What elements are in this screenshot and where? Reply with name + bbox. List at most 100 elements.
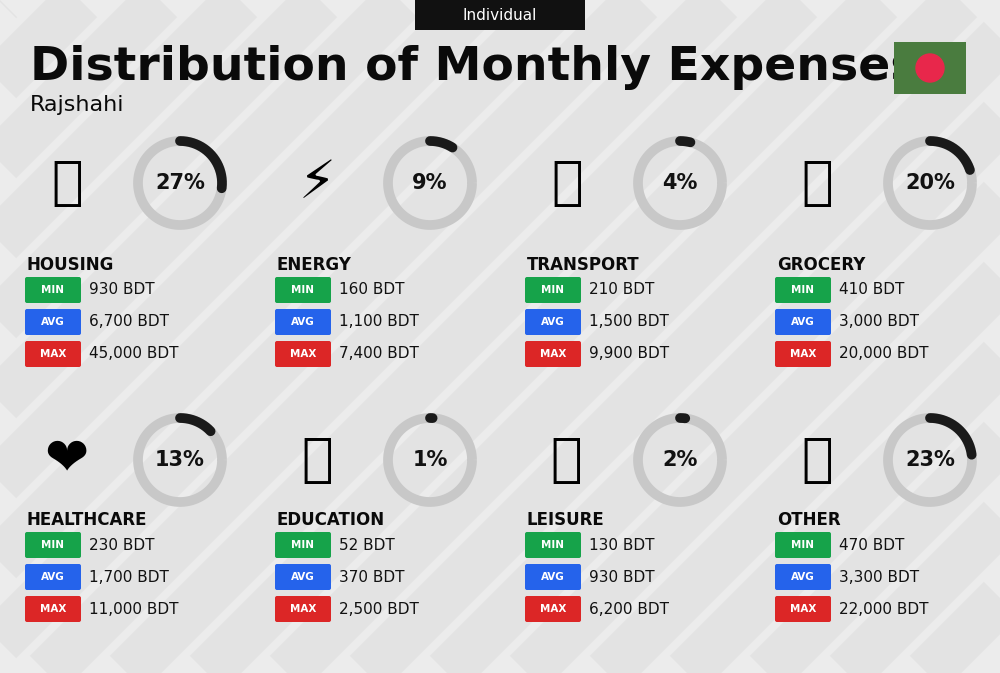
FancyBboxPatch shape xyxy=(775,564,831,590)
Text: 1,700 BDT: 1,700 BDT xyxy=(89,569,169,584)
Text: 🚌: 🚌 xyxy=(551,157,583,209)
Text: TRANSPORT: TRANSPORT xyxy=(527,256,640,274)
FancyBboxPatch shape xyxy=(775,277,831,303)
Text: 3,000 BDT: 3,000 BDT xyxy=(839,314,919,330)
Text: MIN: MIN xyxy=(542,540,564,550)
Text: 7,400 BDT: 7,400 BDT xyxy=(339,347,419,361)
FancyBboxPatch shape xyxy=(275,309,331,335)
FancyBboxPatch shape xyxy=(275,277,331,303)
Text: 🛒: 🛒 xyxy=(801,157,833,209)
Text: 9%: 9% xyxy=(412,173,448,193)
Text: AVG: AVG xyxy=(291,572,315,582)
FancyBboxPatch shape xyxy=(525,277,581,303)
FancyBboxPatch shape xyxy=(775,596,831,622)
Text: AVG: AVG xyxy=(791,572,815,582)
Text: 230 BDT: 230 BDT xyxy=(89,538,154,553)
Text: 410 BDT: 410 BDT xyxy=(839,283,904,297)
Text: AVG: AVG xyxy=(541,317,565,327)
FancyBboxPatch shape xyxy=(275,596,331,622)
Text: MAX: MAX xyxy=(540,604,566,614)
Text: 1%: 1% xyxy=(412,450,448,470)
Text: MIN: MIN xyxy=(292,540,314,550)
FancyBboxPatch shape xyxy=(525,564,581,590)
FancyBboxPatch shape xyxy=(25,596,81,622)
Text: 930 BDT: 930 BDT xyxy=(589,569,655,584)
FancyBboxPatch shape xyxy=(525,309,581,335)
Text: 160 BDT: 160 BDT xyxy=(339,283,404,297)
Text: 20,000 BDT: 20,000 BDT xyxy=(839,347,928,361)
Text: 11,000 BDT: 11,000 BDT xyxy=(89,602,178,616)
Text: 🛍️: 🛍️ xyxy=(551,434,583,486)
Text: 👜: 👜 xyxy=(801,434,833,486)
Text: AVG: AVG xyxy=(41,317,65,327)
Text: 4%: 4% xyxy=(662,173,698,193)
FancyBboxPatch shape xyxy=(275,532,331,558)
Text: 20%: 20% xyxy=(905,173,955,193)
FancyBboxPatch shape xyxy=(25,564,81,590)
Text: MIN: MIN xyxy=(792,540,814,550)
FancyBboxPatch shape xyxy=(525,596,581,622)
Text: 9,900 BDT: 9,900 BDT xyxy=(589,347,669,361)
Text: MAX: MAX xyxy=(290,349,316,359)
FancyBboxPatch shape xyxy=(275,341,331,367)
Text: 🏢: 🏢 xyxy=(51,157,83,209)
Text: GROCERY: GROCERY xyxy=(777,256,865,274)
Text: 1,100 BDT: 1,100 BDT xyxy=(339,314,419,330)
Text: HOUSING: HOUSING xyxy=(27,256,114,274)
FancyBboxPatch shape xyxy=(415,0,585,30)
Text: 2%: 2% xyxy=(662,450,698,470)
FancyBboxPatch shape xyxy=(525,532,581,558)
Text: 2,500 BDT: 2,500 BDT xyxy=(339,602,419,616)
Text: 🎓: 🎓 xyxy=(301,434,333,486)
FancyBboxPatch shape xyxy=(275,564,331,590)
FancyBboxPatch shape xyxy=(25,309,81,335)
FancyBboxPatch shape xyxy=(25,277,81,303)
Text: AVG: AVG xyxy=(291,317,315,327)
Text: AVG: AVG xyxy=(41,572,65,582)
Text: ENERGY: ENERGY xyxy=(277,256,352,274)
Text: AVG: AVG xyxy=(791,317,815,327)
FancyBboxPatch shape xyxy=(525,341,581,367)
Text: LEISURE: LEISURE xyxy=(527,511,605,529)
Text: MIN: MIN xyxy=(42,285,64,295)
Text: 22,000 BDT: 22,000 BDT xyxy=(839,602,928,616)
Text: 130 BDT: 130 BDT xyxy=(589,538,654,553)
Text: MAX: MAX xyxy=(290,604,316,614)
Text: EDUCATION: EDUCATION xyxy=(277,511,385,529)
Text: OTHER: OTHER xyxy=(777,511,841,529)
FancyBboxPatch shape xyxy=(894,42,966,94)
Text: 370 BDT: 370 BDT xyxy=(339,569,404,584)
Text: MAX: MAX xyxy=(40,349,66,359)
Text: MIN: MIN xyxy=(42,540,64,550)
Text: Rajshahi: Rajshahi xyxy=(30,95,124,115)
FancyBboxPatch shape xyxy=(775,532,831,558)
Text: 6,200 BDT: 6,200 BDT xyxy=(589,602,669,616)
Text: 27%: 27% xyxy=(155,173,205,193)
Text: 52 BDT: 52 BDT xyxy=(339,538,395,553)
Text: AVG: AVG xyxy=(541,572,565,582)
Text: 13%: 13% xyxy=(155,450,205,470)
Text: 23%: 23% xyxy=(905,450,955,470)
FancyBboxPatch shape xyxy=(25,532,81,558)
FancyBboxPatch shape xyxy=(775,341,831,367)
Text: 3,300 BDT: 3,300 BDT xyxy=(839,569,919,584)
Text: 6,700 BDT: 6,700 BDT xyxy=(89,314,169,330)
Text: 1,500 BDT: 1,500 BDT xyxy=(589,314,669,330)
Text: 45,000 BDT: 45,000 BDT xyxy=(89,347,178,361)
Text: 930 BDT: 930 BDT xyxy=(89,283,155,297)
Text: MIN: MIN xyxy=(292,285,314,295)
Text: Distribution of Monthly Expenses: Distribution of Monthly Expenses xyxy=(30,46,918,90)
Text: 470 BDT: 470 BDT xyxy=(839,538,904,553)
Text: MAX: MAX xyxy=(40,604,66,614)
Text: MIN: MIN xyxy=(542,285,564,295)
Text: ❤️: ❤️ xyxy=(45,434,89,486)
Text: 210 BDT: 210 BDT xyxy=(589,283,654,297)
Text: MIN: MIN xyxy=(792,285,814,295)
Circle shape xyxy=(916,54,944,82)
FancyBboxPatch shape xyxy=(775,309,831,335)
Text: ⚡: ⚡ xyxy=(298,157,336,209)
Text: MAX: MAX xyxy=(540,349,566,359)
Text: MAX: MAX xyxy=(790,349,816,359)
Text: HEALTHCARE: HEALTHCARE xyxy=(27,511,148,529)
Text: Individual: Individual xyxy=(463,7,537,22)
